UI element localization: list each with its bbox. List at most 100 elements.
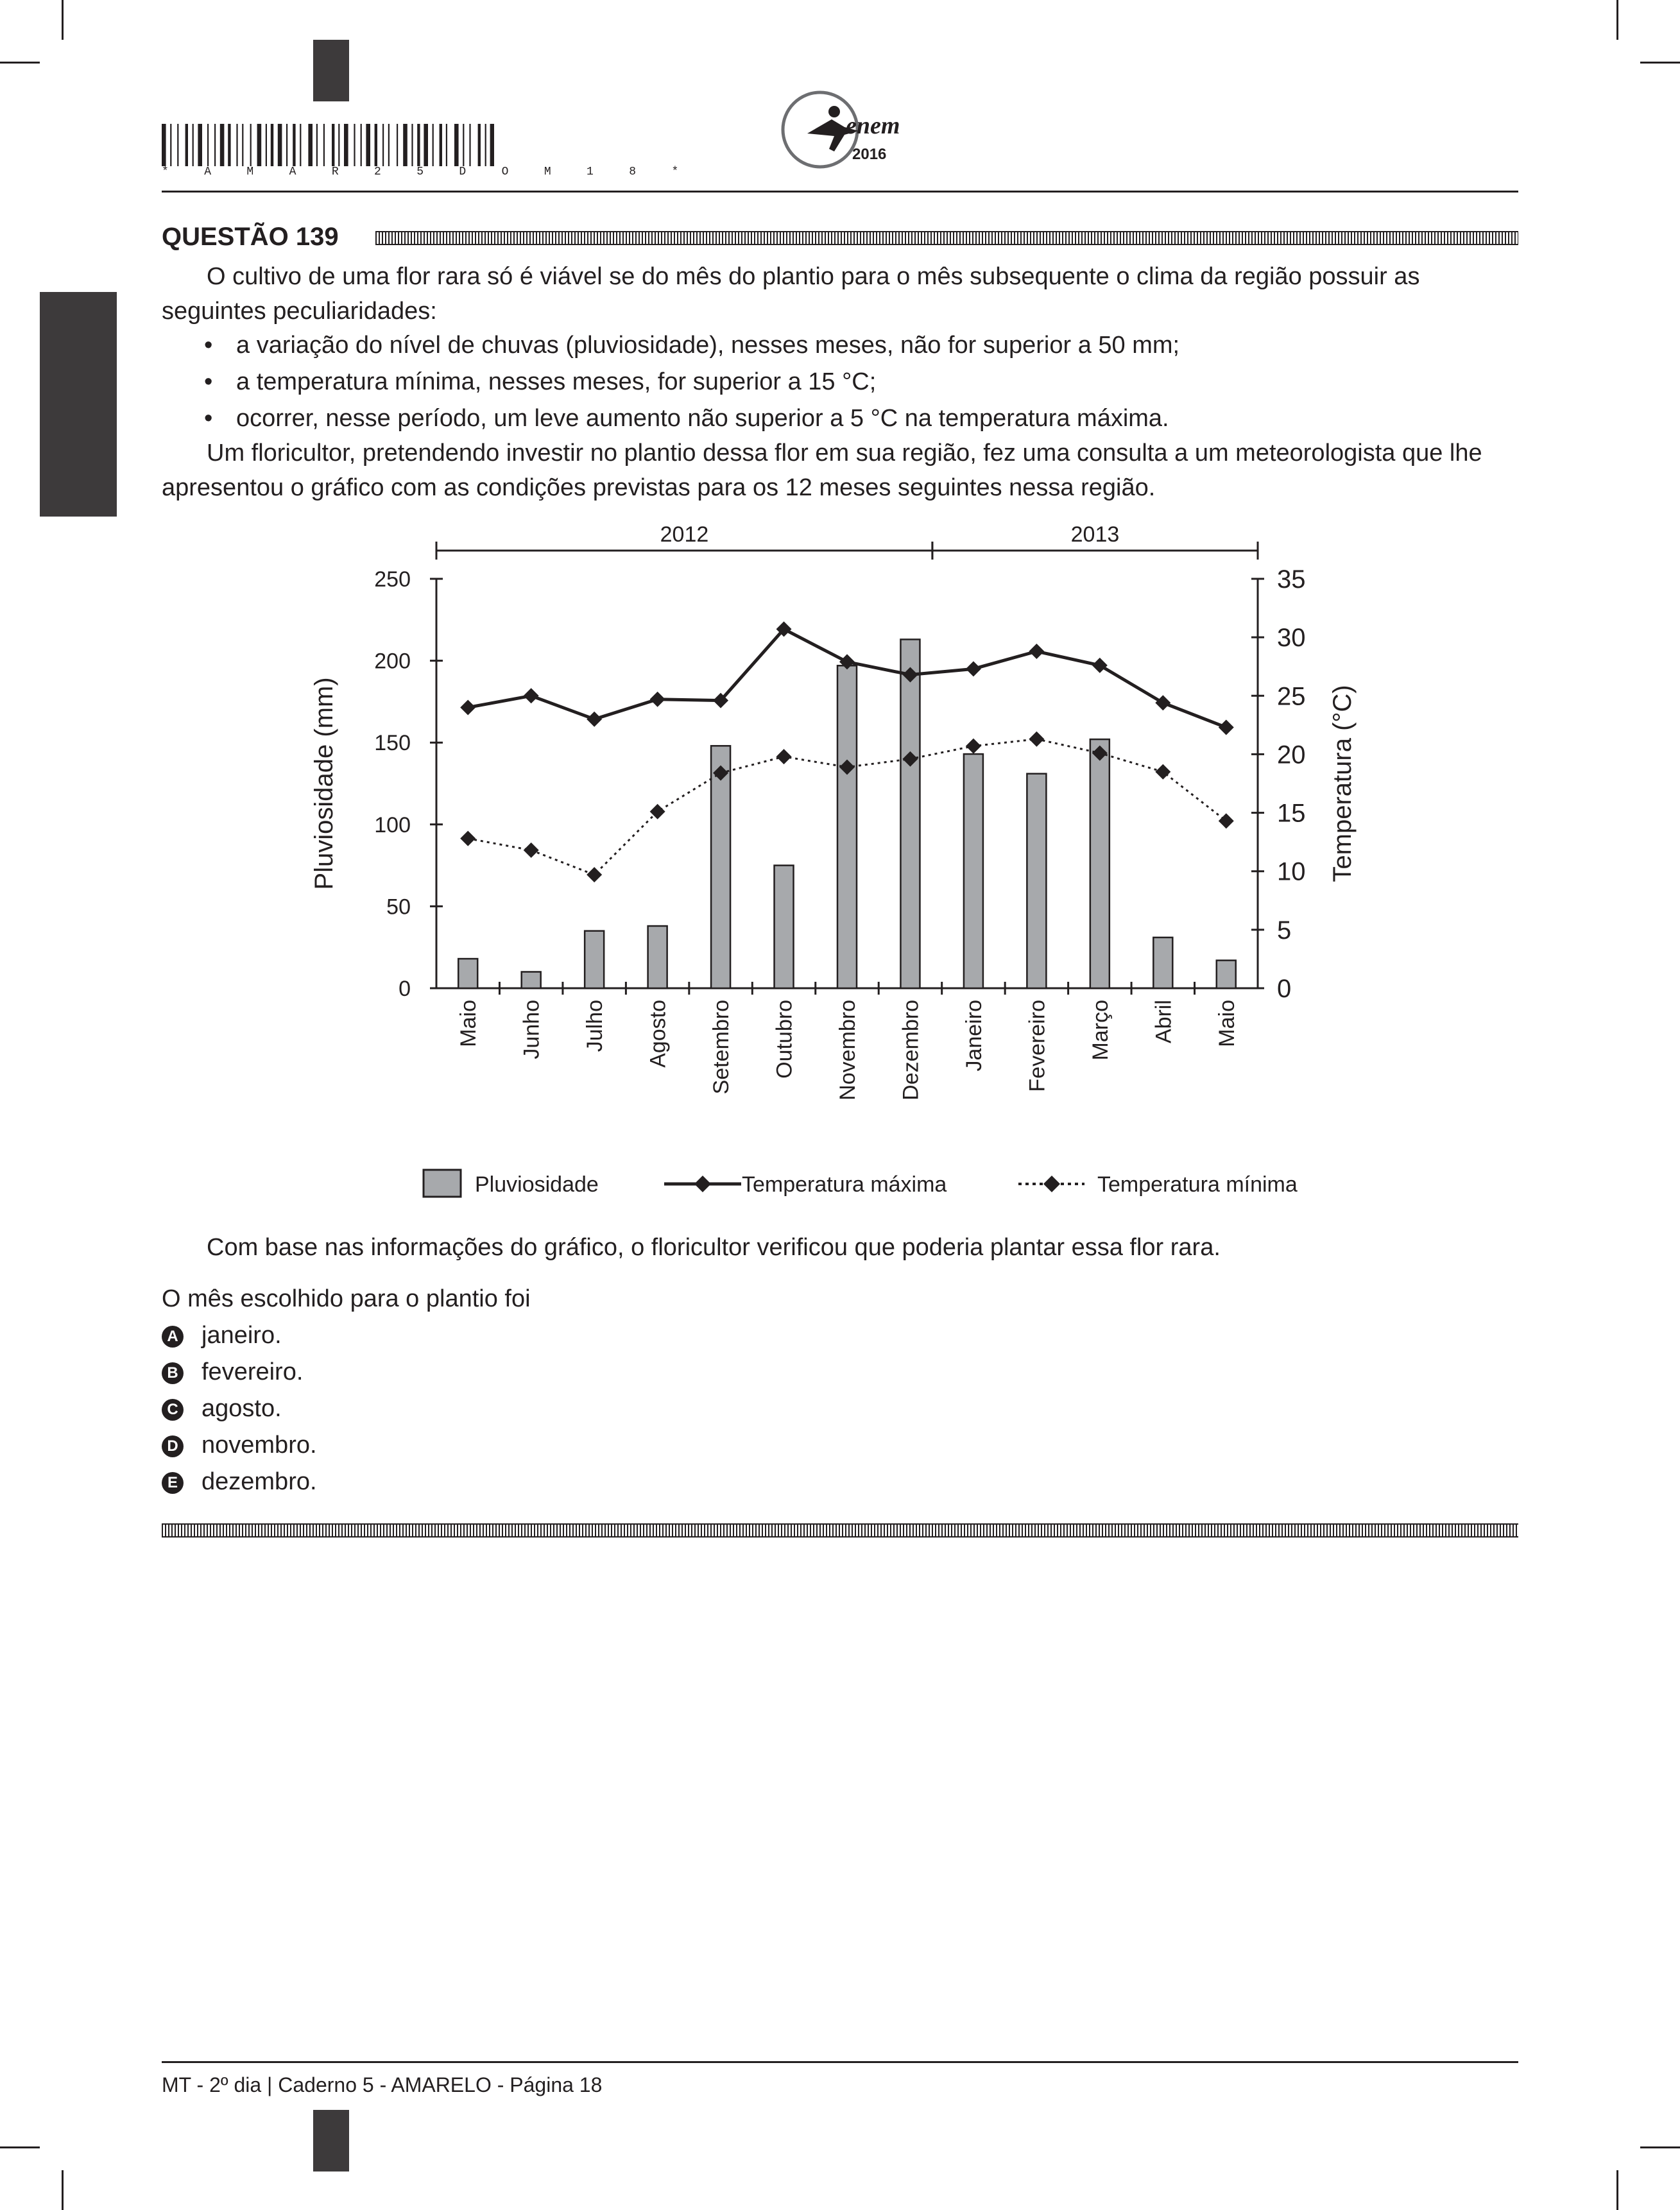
condition-item: • a temperatura mínima, nesses meses, for…	[204, 364, 876, 399]
y-tick-label: 0	[399, 977, 411, 1001]
barcode-bar	[257, 124, 262, 166]
point-temp-min	[1218, 813, 1234, 829]
point-temp-max	[1155, 695, 1171, 711]
barcode	[162, 124, 494, 166]
y-tick-label: 50	[386, 895, 411, 919]
barcode-bar	[366, 124, 370, 166]
context-text: Um floricultor, pretendendo investir no …	[162, 440, 1482, 501]
bar-pluviosidade	[1215, 959, 1237, 989]
crop-mark	[62, 0, 64, 40]
point-temp-min	[460, 830, 476, 846]
y-right-axis-label: Temperatura (°C)	[1328, 685, 1357, 882]
barcode-bar	[417, 124, 420, 166]
legend-label: Pluviosidade	[475, 1172, 599, 1197]
barcode-bar	[219, 124, 225, 166]
barcode-bar	[463, 124, 465, 166]
barcode-bar	[344, 124, 348, 166]
barcode-bar	[293, 124, 296, 166]
y-right-tick-label: 10	[1277, 858, 1306, 886]
condition-text: a variação do nível de chuvas (pluviosid…	[236, 332, 1180, 359]
y-right-tick-label: 35	[1277, 565, 1306, 594]
choice-text: novembro.	[201, 1432, 317, 1459]
x-tick-label: Novembro	[836, 1000, 860, 1101]
point-temp-max	[1218, 719, 1234, 735]
crop-mark	[1640, 62, 1680, 64]
choice-letter: A	[162, 1326, 184, 1348]
choice-letter: C	[162, 1399, 184, 1421]
barcode-bar	[185, 124, 188, 166]
question-title: QUESTÃO 139	[162, 223, 339, 251]
x-tick-label: Maio	[1215, 1000, 1239, 1047]
point-temp-max	[965, 661, 981, 677]
y-tick-label: 200	[374, 649, 411, 674]
question-conclusion: Com base nas informações do gráfico, o f…	[162, 1230, 1518, 1265]
y-right-tick-label: 15	[1277, 800, 1306, 828]
condition-item: • ocorrer, nesse período, um leve aumento…	[204, 401, 1169, 436]
y-tick-label: 250	[374, 567, 411, 592]
barcode-bar	[242, 124, 244, 166]
bar-pluviosidade	[900, 638, 921, 989]
x-tick-label: Janeiro	[962, 1000, 986, 1072]
bar-pluviosidade	[773, 864, 794, 989]
point-temp-min	[1155, 764, 1171, 780]
point-temp-min	[649, 803, 665, 819]
choice-letter: D	[162, 1435, 184, 1457]
point-temp-max	[523, 688, 539, 704]
barcode-bar	[397, 124, 399, 166]
point-temp-max	[587, 711, 603, 727]
legend-marker	[1043, 1176, 1060, 1192]
legend-label: Temperatura máxima	[742, 1172, 947, 1197]
question-prompt: O mês escolhido para o plantio foi	[162, 1285, 531, 1312]
x-tick-label: Maio	[456, 1000, 481, 1047]
barcode-bar	[277, 124, 282, 166]
barcode-bar	[250, 124, 252, 166]
y-right-tick-label: 30	[1277, 624, 1306, 652]
barcode-bar	[207, 124, 209, 166]
x-tick-label: Agosto	[646, 1000, 671, 1068]
point-temp-max	[902, 667, 918, 683]
x-tick-label: Dezembro	[898, 1000, 923, 1101]
choice-text: janeiro.	[201, 1322, 282, 1349]
point-temp-min	[776, 749, 792, 765]
barcode-bar	[403, 124, 407, 166]
choice-letter: E	[162, 1472, 184, 1494]
point-temp-min	[523, 842, 539, 858]
legend-swatch-bar	[422, 1169, 462, 1198]
barcode-bar	[170, 124, 172, 166]
crop-mark	[0, 62, 40, 64]
y-right-tick-label: 0	[1277, 975, 1291, 1003]
point-temp-max	[1029, 644, 1045, 660]
condition-text: ocorrer, nesse período, um leve aumento …	[236, 405, 1169, 432]
barcode-bar	[445, 124, 447, 166]
bar-pluviosidade	[963, 753, 984, 989]
condition-text: a temperatura mínima, nesses meses, for …	[236, 368, 877, 395]
barcode-bar	[338, 124, 340, 166]
barcode-bar	[477, 124, 481, 166]
point-temp-max	[776, 621, 792, 637]
x-tick-label: Abril	[1151, 1000, 1176, 1043]
y-right-tick-label: 25	[1277, 682, 1306, 710]
barcode-bar	[454, 124, 459, 166]
y-tick-label: 100	[374, 813, 411, 837]
barcode-bar	[286, 124, 288, 166]
question-context: Um floricultor, pretendendo investir no …	[162, 436, 1518, 505]
barcode-bar	[198, 124, 202, 166]
conclusion-text: Com base nas informações do gráfico, o f…	[207, 1234, 1221, 1261]
y-right-tick-label: 20	[1277, 741, 1306, 769]
point-temp-max	[649, 691, 665, 707]
climate-chart: 2012 2013 0 50 100 150 200 250 0 5 10 15 20 25 30 35 Plu…	[310, 522, 1357, 1198]
bullet-icon: •	[204, 332, 213, 359]
y-tick-label: 150	[374, 731, 411, 755]
bar-pluviosidade	[1153, 936, 1174, 989]
crop-mark	[0, 2146, 40, 2148]
choice-text: fevereiro.	[201, 1358, 304, 1385]
crop-mark	[1640, 2146, 1680, 2148]
choice-letter: B	[162, 1362, 184, 1384]
side-tab	[40, 292, 117, 517]
barcode-bar	[228, 124, 231, 166]
